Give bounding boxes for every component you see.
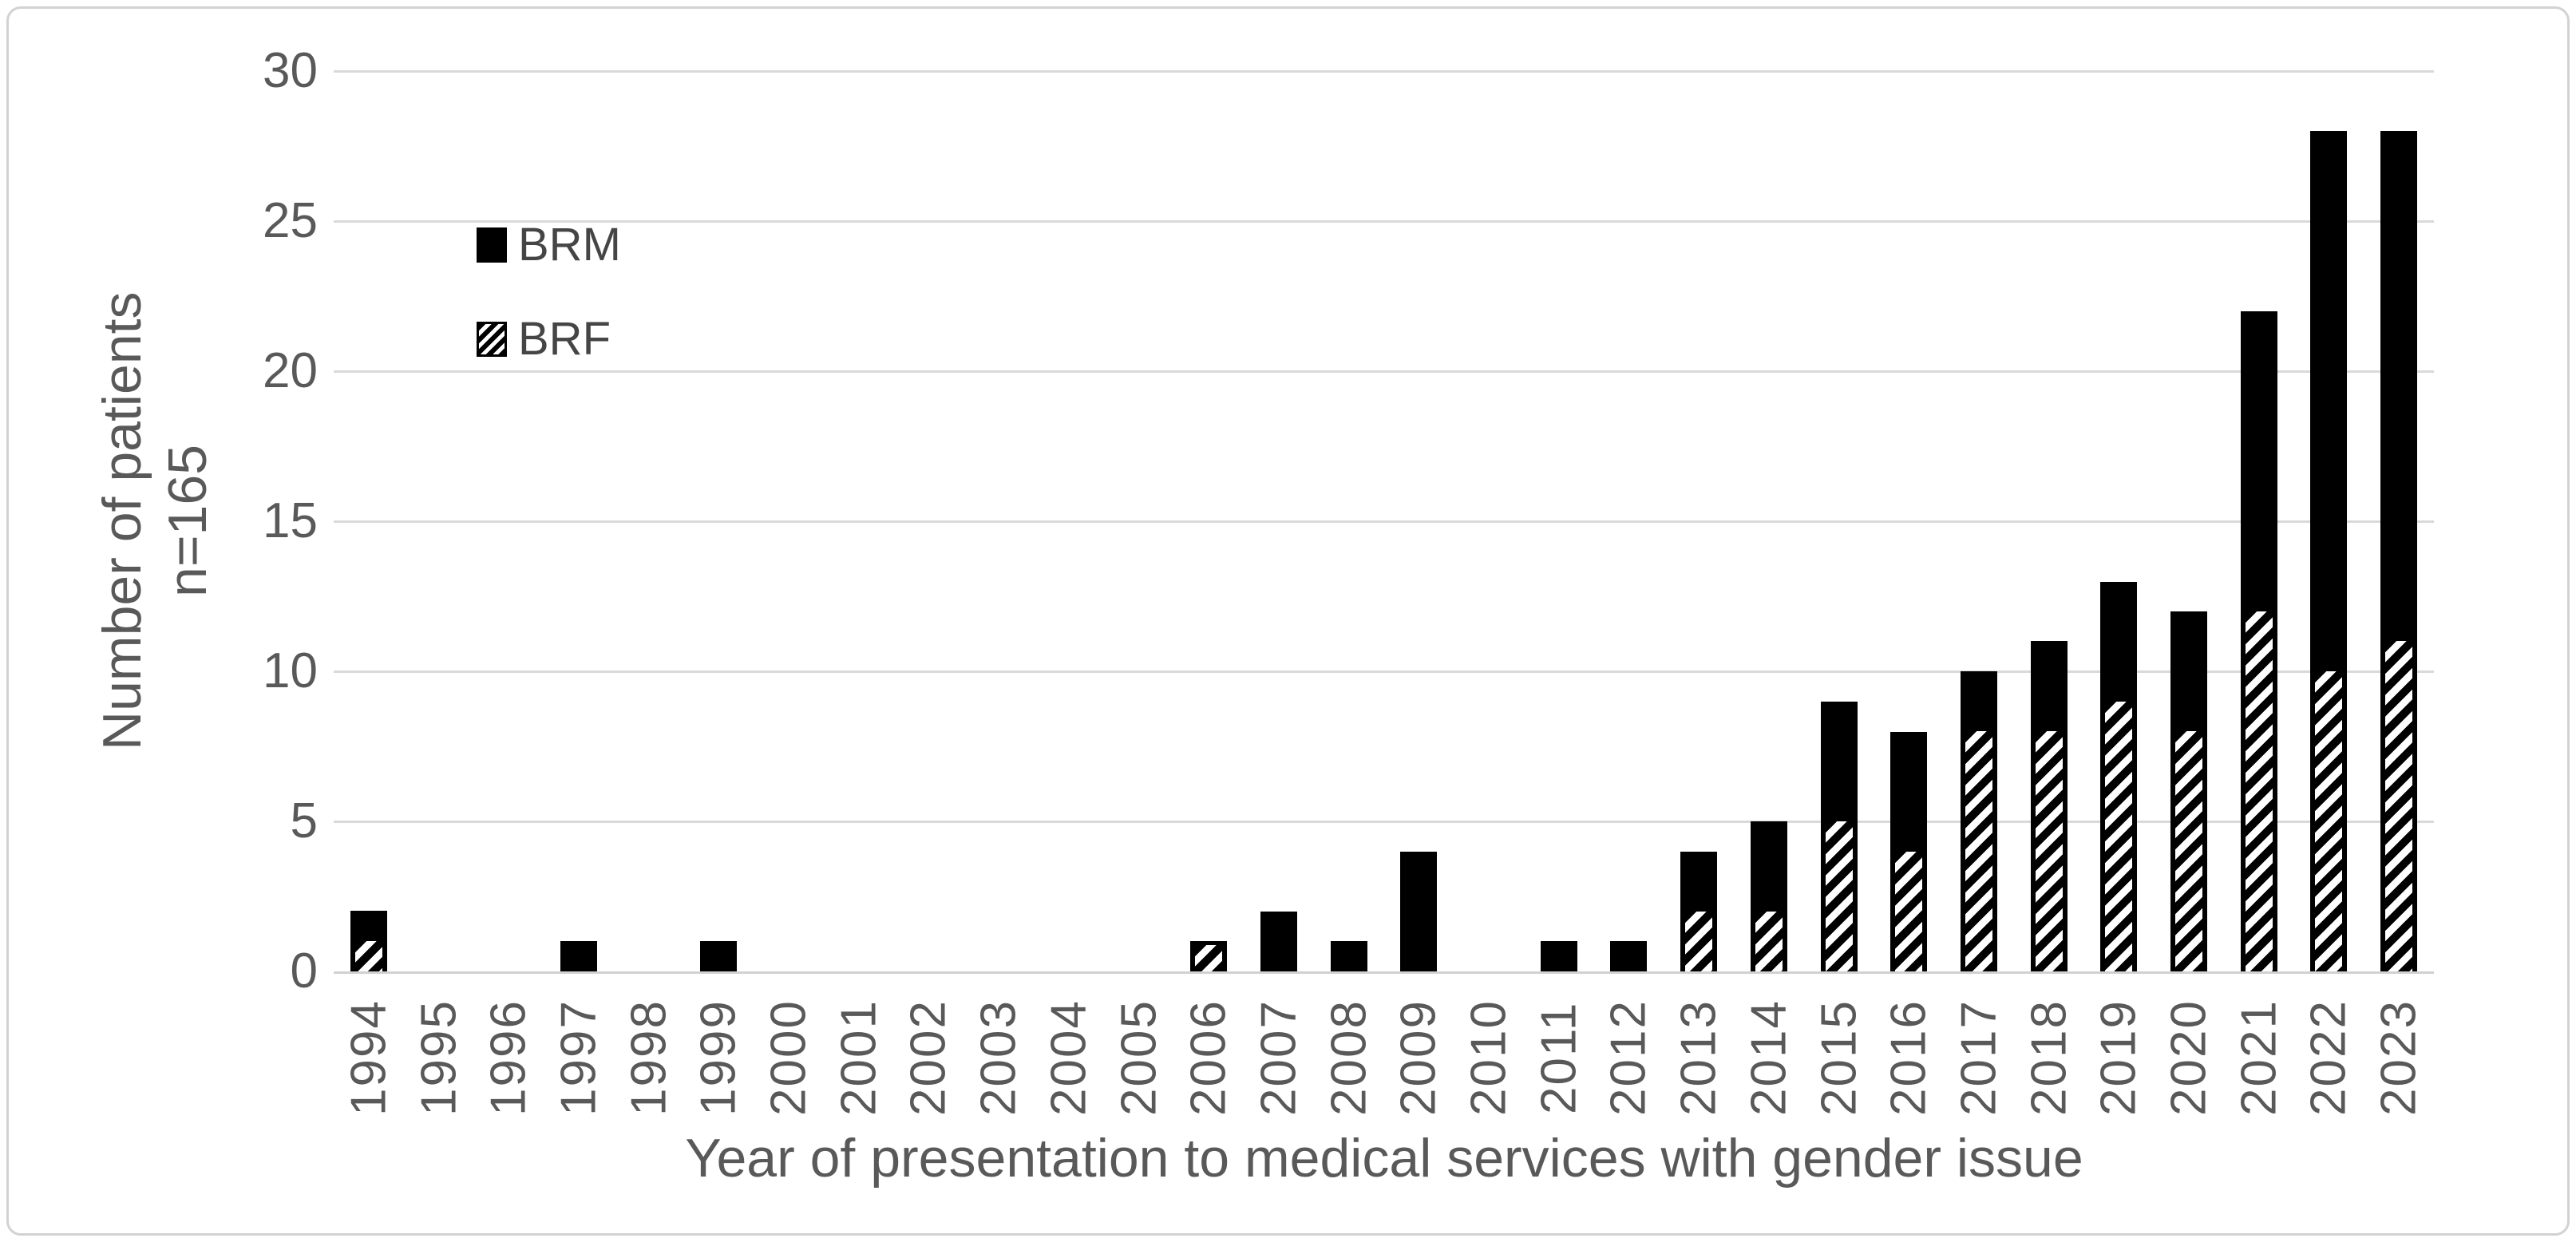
- brf-hatched-swatch-icon: [477, 322, 507, 357]
- legend-label-brm: BRM: [518, 219, 621, 271]
- bar-segment-brm-2009: [1400, 852, 1437, 971]
- x-tick-label-1999: 1999: [690, 999, 746, 1116]
- bar-segment-brm-1997: [560, 941, 597, 971]
- x-tick-label-1995: 1995: [411, 999, 467, 1116]
- bar-segment-brm-2017: [1961, 671, 1997, 731]
- x-tick-label-2010: 2010: [1461, 999, 1517, 1116]
- x-tick-label-2018: 2018: [2021, 999, 2077, 1116]
- chart-border-frame: [6, 6, 2570, 1236]
- bar-segment-brm-2016: [1890, 732, 1927, 852]
- bar-segment-brm-2007: [1260, 912, 1297, 971]
- bar-segment-brm-1999: [700, 941, 737, 971]
- x-tick-label-2015: 2015: [1811, 999, 1867, 1116]
- x-tick-label-2011: 2011: [1531, 1001, 1587, 1114]
- gridline-y20: [334, 370, 2434, 373]
- x-tick-label-2014: 2014: [1741, 999, 1797, 1116]
- x-tick-label-2004: 2004: [1041, 999, 1097, 1116]
- bar-segment-brf-2015: [1821, 821, 1858, 971]
- bar-segment-brf-1994: [350, 941, 387, 971]
- x-tick-label-2006: 2006: [1181, 999, 1237, 1116]
- gridline-y30: [334, 70, 2434, 73]
- x-tick-label-2007: 2007: [1251, 999, 1307, 1116]
- x-tick-label-2016: 2016: [1881, 999, 1937, 1116]
- bar-segment-brf-2020: [2170, 731, 2207, 971]
- bar-segment-brm-2019: [2100, 582, 2137, 702]
- brm-solid-swatch-icon: [477, 227, 507, 263]
- bar-segment-brm-2020: [2170, 611, 2207, 731]
- y-tick-label-15: 15: [263, 493, 318, 548]
- bar-segment-brm-2014: [1751, 821, 1787, 912]
- y-axis-title-line1: Number of patients: [92, 291, 152, 751]
- legend-label-brf: BRF: [518, 313, 611, 365]
- x-tick-label-2000: 2000: [761, 999, 817, 1116]
- bar-segment-brf-2014: [1751, 912, 1787, 971]
- x-tick-label-2003: 2003: [971, 999, 1027, 1116]
- bar-segment-brf-2013: [1680, 912, 1717, 971]
- x-axis-title: Year of presentation to medical services…: [685, 1128, 2083, 1189]
- x-tick-label-1998: 1998: [621, 999, 677, 1116]
- y-tick-label-30: 30: [263, 43, 318, 98]
- bar-segment-brf-2018: [2031, 731, 2068, 971]
- x-tick-label-2023: 2023: [2371, 999, 2427, 1116]
- x-tick-label-2009: 2009: [1391, 999, 1446, 1116]
- bar-segment-brm-1994: [350, 911, 387, 941]
- x-tick-label-2017: 2017: [1951, 999, 2007, 1116]
- bar-segment-brf-2023: [2380, 641, 2417, 971]
- y-tick-label-20: 20: [263, 343, 318, 398]
- bar-segment-brm-2012: [1610, 941, 1647, 971]
- bar-segment-brm-2008: [1331, 941, 1367, 971]
- x-tick-label-1996: 1996: [481, 999, 536, 1116]
- x-tick-label-2020: 2020: [2161, 999, 2217, 1116]
- x-tick-label-2021: 2021: [2231, 999, 2287, 1116]
- gridline-y25: [334, 220, 2434, 223]
- legend-item-brf: BRF: [477, 316, 611, 362]
- y-tick-label-0: 0: [290, 943, 318, 999]
- y-tick-label-5: 5: [290, 793, 318, 848]
- bar-segment-brf-2021: [2241, 611, 2277, 971]
- bar-segment-brf-2016: [1890, 852, 1927, 971]
- gridline-y15: [334, 520, 2434, 523]
- x-tick-label-1997: 1997: [551, 999, 607, 1116]
- bar-segment-brm-2021: [2241, 311, 2277, 611]
- bar-segment-brm-2015: [1821, 702, 1858, 821]
- bar-segment-brf-2017: [1961, 731, 1997, 971]
- x-tick-label-2002: 2002: [900, 999, 956, 1116]
- x-tick-label-1994: 1994: [341, 999, 397, 1116]
- x-axis-line: [334, 971, 2434, 974]
- bar-segment-brf-2006: [1190, 941, 1227, 971]
- bar-segment-brf-2019: [2100, 702, 2137, 971]
- bar-segment-brm-2023: [2380, 131, 2417, 641]
- x-tick-label-2001: 2001: [831, 999, 887, 1116]
- bar-segment-brm-2018: [2031, 641, 2068, 731]
- x-tick-label-2013: 2013: [1671, 999, 1727, 1116]
- x-tick-label-2008: 2008: [1321, 999, 1377, 1116]
- gridline-y10: [334, 670, 2434, 673]
- legend-item-brm: BRM: [477, 222, 621, 268]
- x-tick-label-2012: 2012: [1601, 999, 1656, 1116]
- bar-segment-brf-2022: [2310, 671, 2347, 971]
- y-tick-label-25: 25: [263, 193, 318, 248]
- gridline-y5: [334, 821, 2434, 823]
- x-tick-label-2022: 2022: [2301, 999, 2356, 1116]
- bar-segment-brm-2011: [1541, 941, 1577, 971]
- y-tick-label-10: 10: [263, 643, 318, 698]
- x-tick-label-2005: 2005: [1111, 999, 1167, 1116]
- bar-segment-brm-2013: [1680, 852, 1717, 912]
- x-tick-label-2019: 2019: [2091, 999, 2147, 1116]
- bar-segment-brm-2022: [2310, 131, 2347, 671]
